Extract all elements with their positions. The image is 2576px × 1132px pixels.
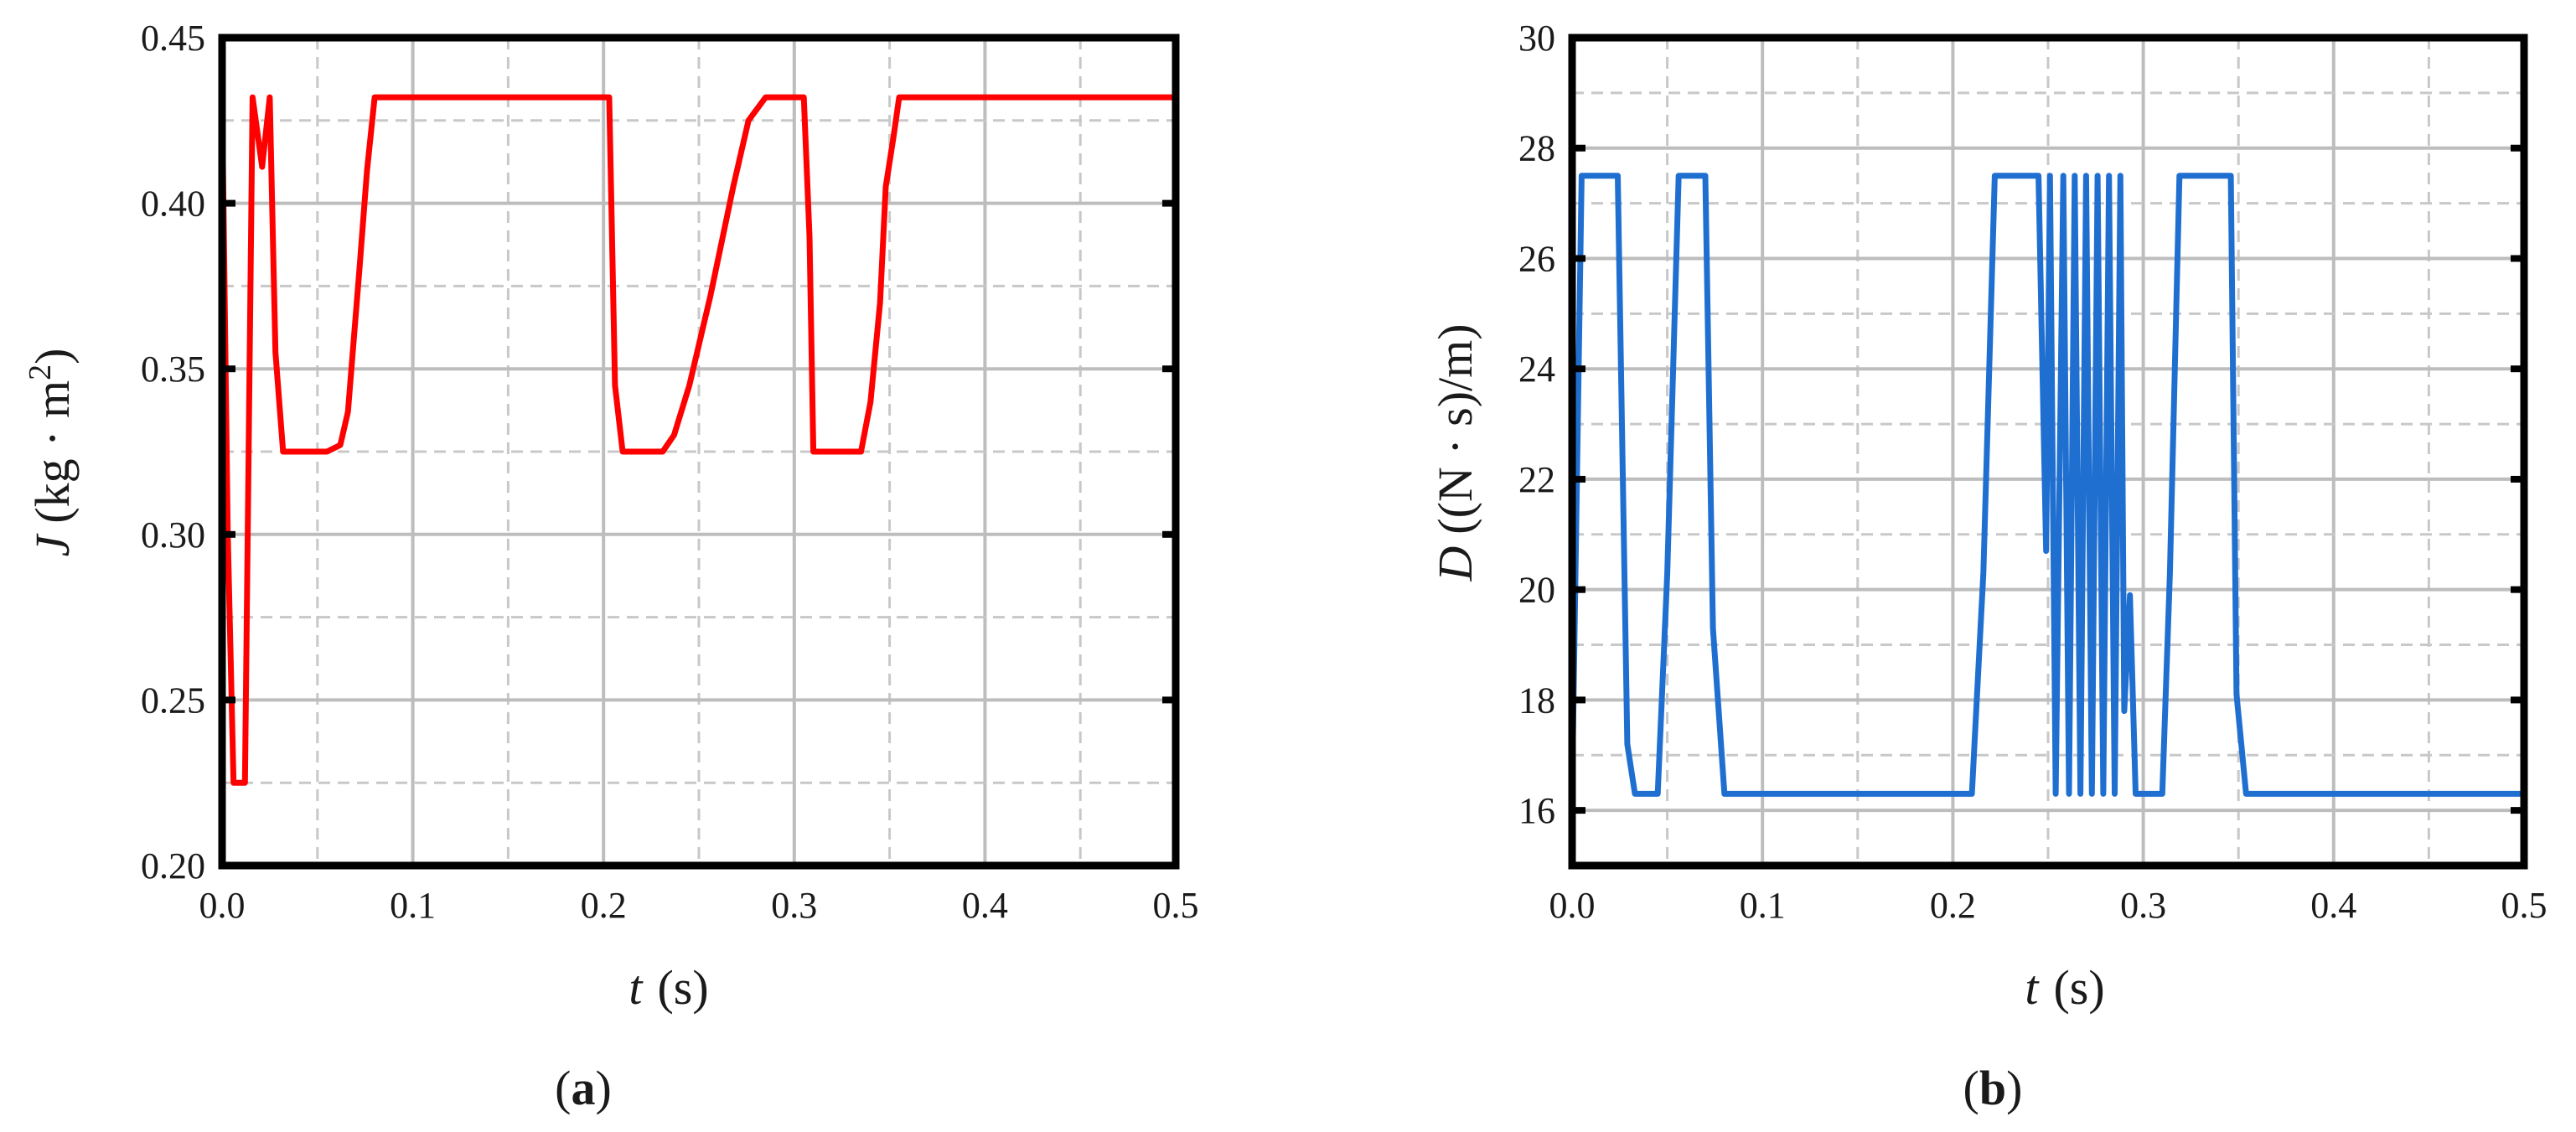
x-tick-label: 0.0	[1549, 885, 1596, 926]
y-tick-labels-b: 16 18 20 22 24 26 28 30	[1518, 18, 1555, 831]
y-tick-label: 22	[1518, 459, 1555, 500]
panel-label-a: (a)	[555, 1061, 612, 1115]
series-line-a	[219, 94, 1179, 786]
x-tick-label: 0.5	[2501, 885, 2548, 926]
plot-frame-a	[218, 34, 1180, 870]
y-tick-label: 30	[1518, 18, 1555, 59]
y-tick-label: 0.35	[141, 349, 205, 390]
y-tick-label: 0.40	[141, 183, 205, 225]
x-tick-labels-a: 0.0 0.1 0.2 0.3 0.4 0.5	[199, 885, 1199, 926]
x-axis-label-b: t (s)	[2025, 960, 2104, 1015]
x-tick-label: 0.4	[2310, 885, 2356, 926]
x-tick-label: 0.5	[1153, 885, 1199, 926]
y-axis-label-b: D((N · s)/m)	[1428, 323, 1482, 582]
series-line-b	[1569, 173, 2527, 797]
y-tick-label: 0.25	[141, 680, 205, 721]
x-tick-label: 0.1	[390, 885, 436, 926]
panel-label-b: (b)	[1963, 1061, 2023, 1115]
x-tick-label: 0.2	[1930, 885, 1976, 926]
chart-panel-b: 0.0 0.1 0.2 0.3 0.4 0.5 16 18 20 22 24 26 28 30 t (s)…	[1428, 18, 2548, 1115]
y-tick-label: 28	[1518, 128, 1555, 169]
x-tick-labels-b: 0.0 0.1 0.2 0.3 0.4 0.5	[1549, 885, 2548, 926]
x-tick-label: 0.2	[581, 885, 627, 926]
tick-marks-b	[1572, 34, 2524, 814]
x-tick-label: 0.3	[771, 885, 817, 926]
y-tick-labels-a: 0.20 0.25 0.30 0.35 0.40 0.45	[141, 18, 205, 886]
y-tick-label: 20	[1518, 570, 1555, 611]
series-a	[219, 94, 1179, 786]
series-b	[1569, 173, 2527, 797]
y-tick-label: 18	[1518, 680, 1555, 721]
y-tick-label: 24	[1518, 349, 1555, 390]
grid-lines-b	[1572, 38, 2524, 866]
x-tick-label: 0.3	[2120, 885, 2166, 926]
y-axis-label-a: J(kg · m2)	[23, 349, 80, 557]
x-tick-label: 0.0	[199, 885, 246, 926]
x-tick-label: 0.4	[962, 885, 1008, 926]
plot-frame-b	[1568, 34, 2528, 870]
x-tick-label: 0.1	[1740, 885, 1786, 926]
y-tick-label: 0.20	[141, 845, 205, 886]
y-tick-label: 16	[1518, 790, 1555, 831]
tick-marks-a	[222, 34, 1176, 869]
chart-panel-a: 0.0 0.1 0.2 0.3 0.4 0.5 0.200.250.300.350.400…	[23, 18, 1199, 1115]
y-tick-label: 0.45	[141, 18, 205, 59]
y-tick-label: 26	[1518, 238, 1555, 279]
x-axis-label-a: t (s)	[628, 960, 708, 1015]
y-tick-label: 0.30	[141, 514, 205, 556]
